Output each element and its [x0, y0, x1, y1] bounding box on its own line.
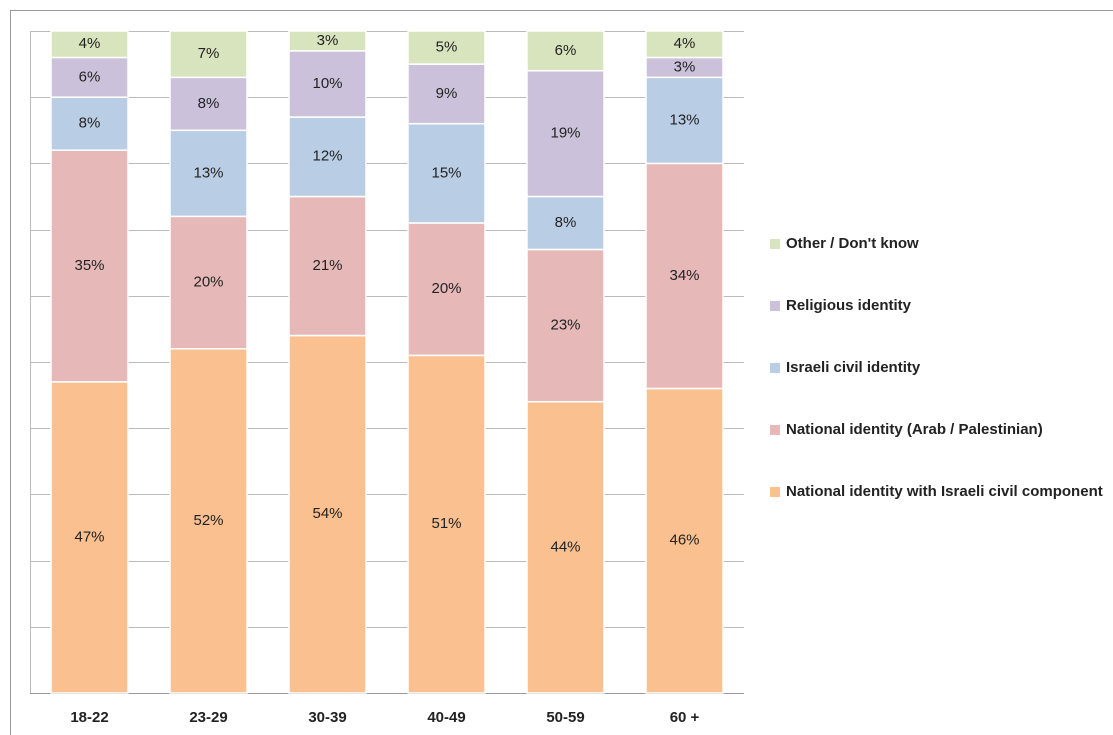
legend-label: Religious identity	[786, 297, 912, 314]
data-label: 34%	[669, 267, 699, 284]
data-label: 8%	[198, 95, 220, 112]
data-label: 44%	[550, 538, 580, 555]
bar-segment	[50, 56, 129, 98]
data-label: 13%	[193, 164, 223, 181]
data-label: 47%	[74, 528, 104, 545]
bar-segment	[288, 334, 367, 694]
bar-segment	[645, 76, 724, 165]
data-label: 4%	[674, 35, 696, 52]
bar-segment	[50, 149, 129, 383]
legend-swatch	[770, 301, 780, 311]
bar-segment	[526, 195, 605, 251]
data-label: 23%	[550, 317, 580, 334]
data-label: 9%	[436, 85, 458, 102]
x-tick-label: 23-29	[189, 709, 227, 726]
bar-segment	[526, 30, 605, 72]
legend-item: Religious identity	[770, 294, 1110, 318]
bar-segment	[50, 30, 129, 59]
x-tick-label: 18-22	[70, 709, 108, 726]
legend-swatch	[770, 239, 780, 249]
legend-label: Other / Don't know	[786, 235, 919, 252]
data-label: 7%	[198, 45, 220, 62]
data-label: 5%	[436, 39, 458, 56]
bar-segment	[169, 30, 248, 79]
data-label: 35%	[74, 257, 104, 274]
data-label: 19%	[550, 125, 580, 142]
data-label: 3%	[674, 58, 696, 75]
legend-label: Israeli civil identity	[786, 359, 921, 376]
data-label: 6%	[555, 42, 577, 59]
bar-segment	[169, 76, 248, 132]
bar-segment	[50, 381, 129, 694]
bar-segment	[407, 222, 486, 357]
data-label: 4%	[79, 35, 101, 52]
legend-item: Other / Don't know	[770, 232, 1110, 256]
data-label: 54%	[312, 505, 342, 522]
bar-segment	[407, 122, 486, 224]
data-label: 21%	[312, 257, 342, 274]
legend-item: National identity with Israeli civil com…	[770, 480, 1110, 504]
data-label: 8%	[555, 214, 577, 231]
bar-segment	[288, 30, 367, 52]
data-label: 10%	[312, 75, 342, 92]
bar-segment	[169, 129, 248, 218]
bar-segment	[645, 162, 724, 390]
legend-label: National identity with Israeli civil com…	[786, 483, 1103, 500]
bar-segment	[288, 50, 367, 118]
data-label: 12%	[312, 148, 342, 165]
data-label: 46%	[669, 532, 699, 549]
legend-item: National identity (Arab / Palestinian)	[770, 418, 1110, 442]
legend: Other / Don't know Religious identity Isra…	[770, 232, 1110, 542]
bar-segment	[407, 63, 486, 125]
bar-segment	[407, 30, 486, 65]
legend-swatch	[770, 425, 780, 435]
x-tick-label: 40-49	[427, 709, 465, 726]
bar-segment	[407, 354, 486, 694]
data-label: 6%	[79, 68, 101, 85]
bar-segment	[169, 215, 248, 350]
frame	[10, 10, 1113, 735]
bar-segment	[169, 348, 248, 694]
legend-label: National identity (Arab / Palestinian)	[786, 421, 1043, 438]
data-label: 52%	[193, 512, 223, 529]
x-tick-label: 60 +	[670, 709, 700, 726]
data-label: 15%	[431, 164, 461, 181]
x-tick-label: 50-59	[546, 709, 584, 726]
data-label: 51%	[431, 515, 461, 532]
legend-item: Israeli civil identity	[770, 356, 1110, 380]
legend-swatch	[770, 487, 780, 497]
bar-segment	[645, 387, 724, 694]
legend-swatch	[770, 363, 780, 373]
bar-segment	[645, 30, 724, 59]
data-label: 3%	[317, 32, 339, 49]
data-label: 20%	[193, 274, 223, 291]
data-label: 20%	[431, 280, 461, 297]
x-tick-label: 30-39	[308, 709, 346, 726]
data-label: 13%	[669, 111, 699, 128]
data-label: 8%	[79, 115, 101, 132]
